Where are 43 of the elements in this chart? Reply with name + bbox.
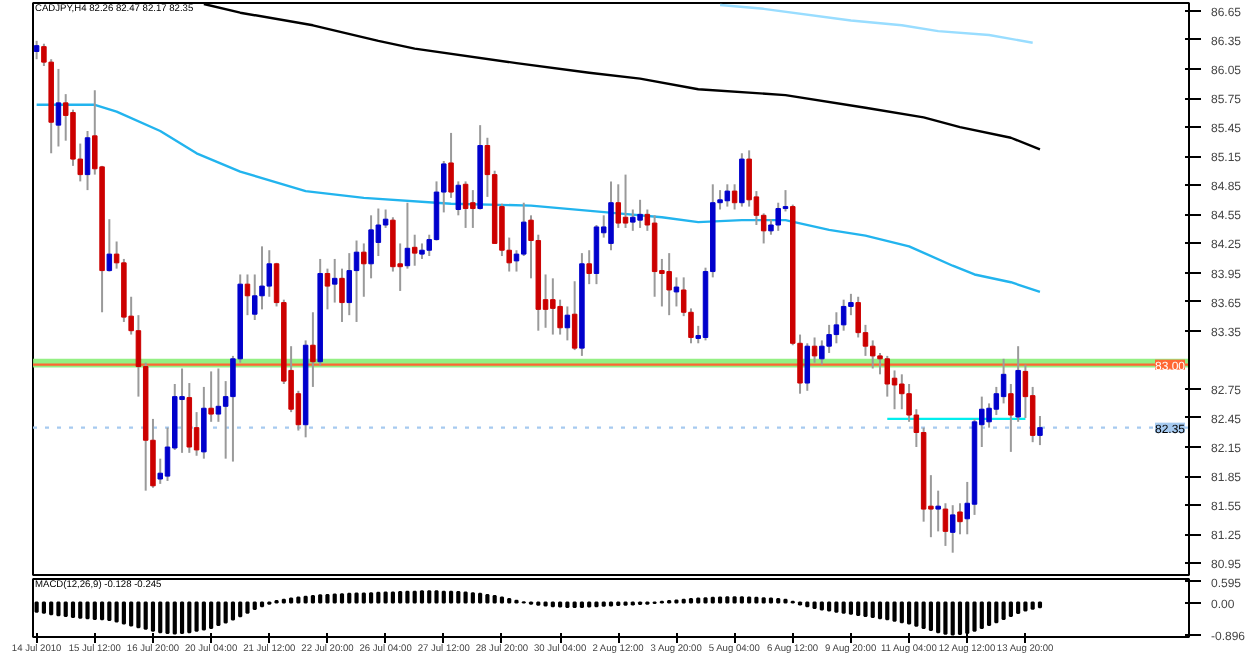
candlestick — [179, 367, 185, 454]
candlestick — [869, 339, 876, 370]
candlestick — [811, 336, 818, 364]
candlestick — [550, 277, 556, 336]
candlestick — [666, 252, 672, 317]
candlestick — [208, 370, 214, 423]
candlestick — [840, 298, 847, 332]
candlestick — [622, 173, 629, 229]
candlestick — [608, 180, 614, 252]
candlestick — [55, 67, 62, 148]
candlestick — [470, 189, 476, 229]
candlestick — [339, 267, 345, 323]
line-series — [35, 103, 1042, 294]
candlestick — [942, 502, 949, 547]
candlestick — [571, 280, 578, 352]
candlestick — [310, 311, 316, 388]
candlestick — [331, 257, 338, 304]
candlestick — [462, 180, 469, 229]
candlestick — [731, 183, 738, 211]
candlestick — [630, 208, 636, 232]
candlestick — [593, 224, 600, 286]
candlestick — [353, 239, 360, 323]
candlestick — [1037, 415, 1043, 447]
candlestick — [84, 129, 91, 192]
candlestick — [884, 354, 891, 398]
candlestick — [673, 276, 680, 308]
line-series — [718, 3, 1034, 44]
candlestick — [33, 39, 40, 61]
candlestick — [615, 183, 622, 229]
candlestick — [564, 305, 571, 342]
candlestick — [637, 198, 643, 229]
candlestick — [724, 183, 731, 208]
candlestick — [586, 249, 592, 286]
candlestick — [106, 218, 113, 273]
candlestick — [804, 342, 811, 392]
candlestick — [833, 311, 840, 345]
candlestick — [324, 267, 331, 311]
candlestick — [411, 233, 418, 267]
candlestick — [361, 242, 367, 298]
candlestick — [215, 367, 222, 423]
candlestick — [949, 504, 956, 554]
candlestick — [346, 252, 353, 317]
candlestick — [739, 152, 745, 208]
